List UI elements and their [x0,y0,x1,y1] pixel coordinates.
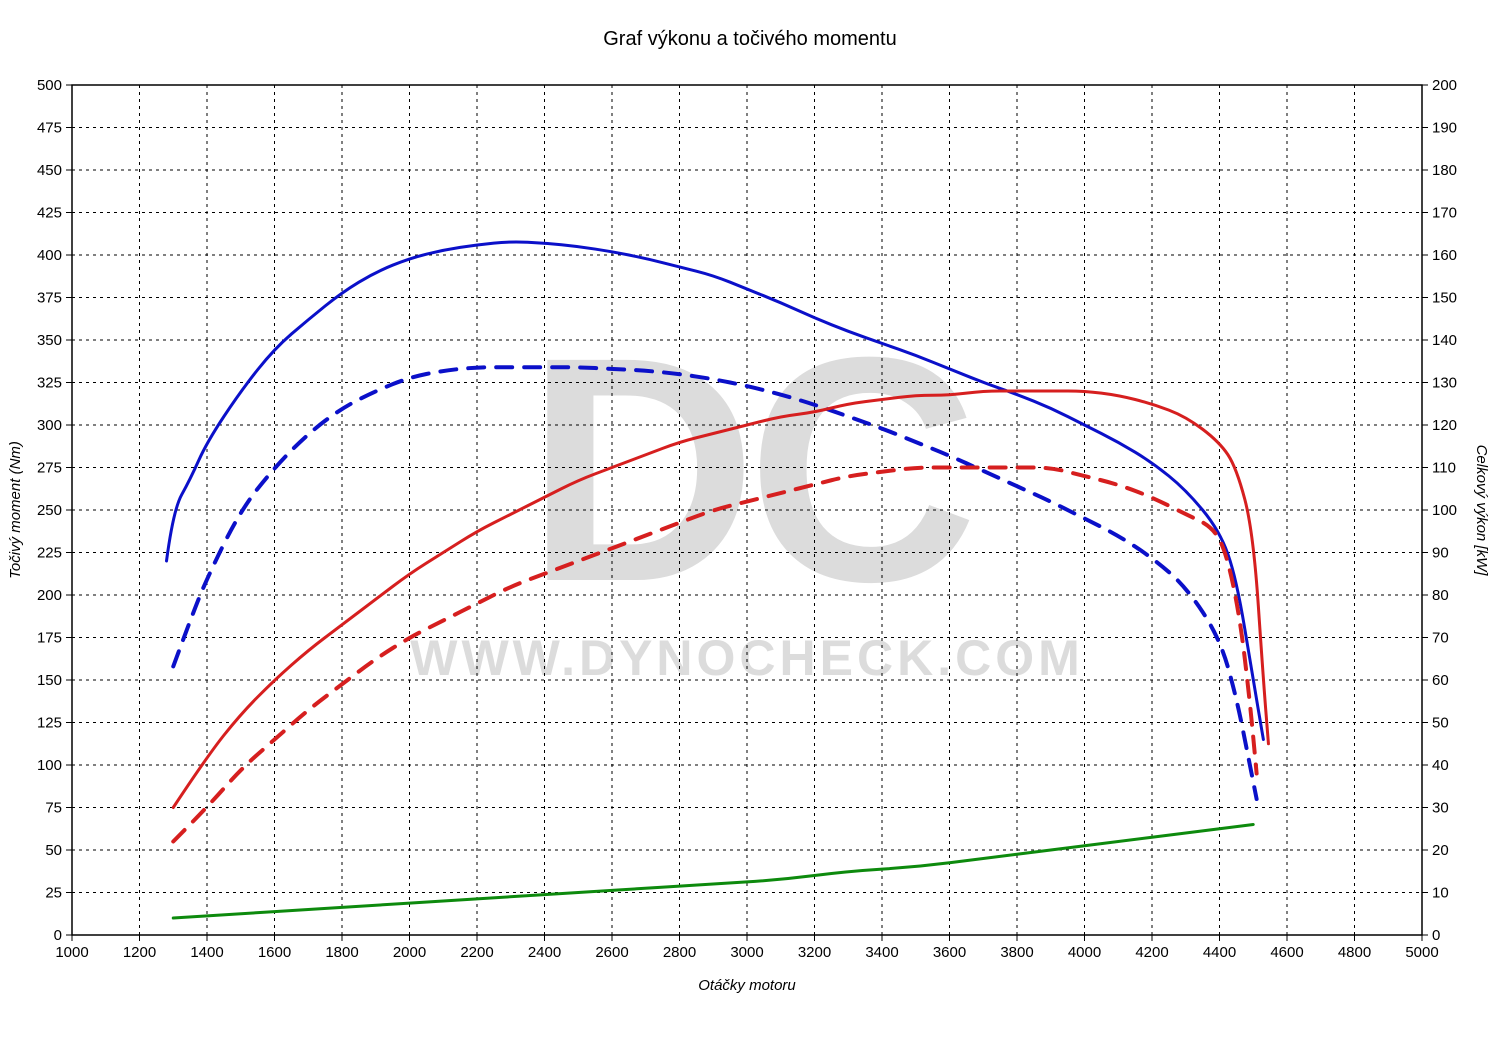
y-left-tick-label: 250 [37,502,62,519]
y-right-tick-label: 150 [1432,290,1457,307]
series-power-loss [173,825,1253,919]
y-right-axis-label: Celkový výkon [kW] [1473,445,1490,577]
y-left-tick-label: 225 [37,545,62,562]
x-tick-label: 4000 [1068,944,1101,961]
y-left-tick-label: 300 [37,417,62,434]
x-tick-label: 2400 [528,944,561,961]
y-right-tick-label: 60 [1432,672,1449,689]
y-left-tick-label: 75 [45,800,62,817]
x-tick-label: 4400 [1203,944,1236,961]
y-right-tick-label: 0 [1432,927,1440,944]
y-right-tick-label: 120 [1432,417,1457,434]
y-left-tick-label: 375 [37,290,62,307]
x-tick-label: 3800 [1000,944,1033,961]
x-tick-label: 1400 [190,944,223,961]
x-tick-label: 4800 [1338,944,1371,961]
x-tick-label: 1800 [325,944,358,961]
x-tick-label: 1200 [123,944,156,961]
y-right-tick-label: 40 [1432,757,1449,774]
dyno-chart: DCWWW.DYNOCHECK.COM 10001200140016001800… [0,0,1500,1041]
y-left-tick-label: 450 [37,162,62,179]
y-left-tick-label: 425 [37,205,62,222]
y-right-tick-label: 110 [1432,460,1456,477]
y-right-tick-label: 180 [1432,162,1457,179]
y-right-tick-label: 100 [1432,502,1457,519]
y-right-tick-label: 160 [1432,247,1457,264]
y-right-tick-label: 130 [1432,375,1457,392]
y-left-tick-label: 475 [37,120,62,137]
x-tick-label: 2600 [595,944,628,961]
y-left-tick-label: 100 [37,757,62,774]
x-tick-label: 4200 [1135,944,1168,961]
x-tick-label: 3600 [933,944,966,961]
y-right-tick-label: 190 [1432,120,1457,137]
y-right-tick-label: 20 [1432,842,1449,859]
y-left-tick-label: 200 [37,587,62,604]
x-tick-label: 1000 [55,944,88,961]
y-right-tick-label: 200 [1432,77,1457,94]
y-right-tick-label: 70 [1432,630,1449,647]
y-right-tick-label: 50 [1432,715,1449,732]
y-left-tick-label: 0 [54,927,62,944]
y-left-tick-label: 400 [37,247,62,264]
y-left-tick-label: 350 [37,332,62,349]
x-tick-label: 4600 [1270,944,1303,961]
y-right-tick-label: 90 [1432,545,1449,562]
x-tick-label: 2800 [663,944,696,961]
x-tick-label: 3000 [730,944,763,961]
y-left-tick-label: 125 [37,715,62,732]
x-tick-label: 3200 [798,944,831,961]
y-left-tick-label: 275 [37,460,62,477]
y-right-tick-label: 170 [1432,205,1457,222]
y-right-tick-label: 140 [1432,332,1457,349]
x-tick-label: 1600 [258,944,291,961]
x-tick-label: 2000 [393,944,426,961]
y-right-tick-label: 30 [1432,800,1449,817]
y-left-tick-label: 500 [37,77,62,94]
y-left-tick-label: 150 [37,672,62,689]
y-right-tick-label: 10 [1432,885,1449,902]
y-left-tick-label: 50 [45,842,62,859]
y-left-axis-label: Točivý moment (Nm) [7,441,24,579]
x-tick-label: 5000 [1405,944,1438,961]
x-tick-label: 2200 [460,944,493,961]
y-left-tick-label: 175 [37,630,62,647]
x-tick-label: 3400 [865,944,898,961]
y-left-tick-label: 325 [37,375,62,392]
y-left-tick-label: 25 [45,885,62,902]
x-axis-label: Otáčky motoru [698,977,796,994]
chart-title: Graf výkonu a točivého momentu [603,28,896,50]
y-right-tick-label: 80 [1432,587,1449,604]
